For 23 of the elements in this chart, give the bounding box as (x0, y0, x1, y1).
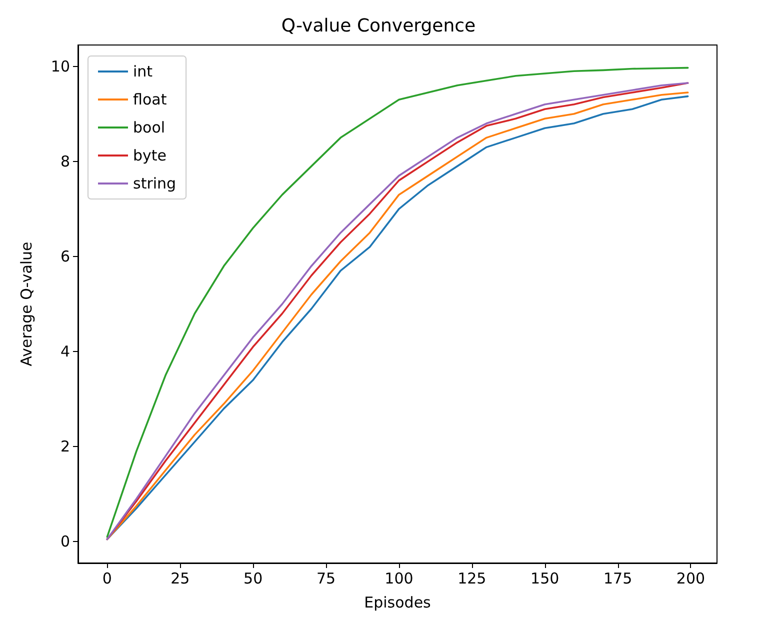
x-tick-label: 100 (384, 570, 414, 588)
x-tick-label: 150 (530, 570, 560, 588)
legend-label: string (133, 174, 176, 192)
x-axis-title: Episodes (364, 594, 432, 612)
y-tick-label: 0 (60, 532, 70, 551)
y-tick-label: 8 (60, 152, 70, 170)
y-tick-label: 10 (50, 57, 70, 76)
y-tick-label: 2 (60, 438, 70, 456)
legend-label: byte (133, 146, 167, 164)
x-tick-label: 0 (102, 570, 112, 588)
x-tick-label: 75 (316, 570, 336, 588)
chart-title: Q-value Convergence (281, 16, 476, 36)
y-axis-title: Average Q-value (18, 242, 36, 366)
legend-label: float (133, 90, 167, 108)
x-tick-label: 200 (676, 570, 706, 588)
legend-label: bool (133, 118, 166, 136)
x-tick-label: 175 (603, 570, 632, 588)
y-tick-label: 4 (60, 342, 70, 361)
legend-label: int (133, 62, 153, 80)
y-tick-label: 6 (60, 247, 70, 266)
x-tick-label: 25 (170, 570, 190, 588)
x-tick-label: 125 (458, 570, 486, 588)
x-tick-label: 50 (244, 570, 263, 588)
